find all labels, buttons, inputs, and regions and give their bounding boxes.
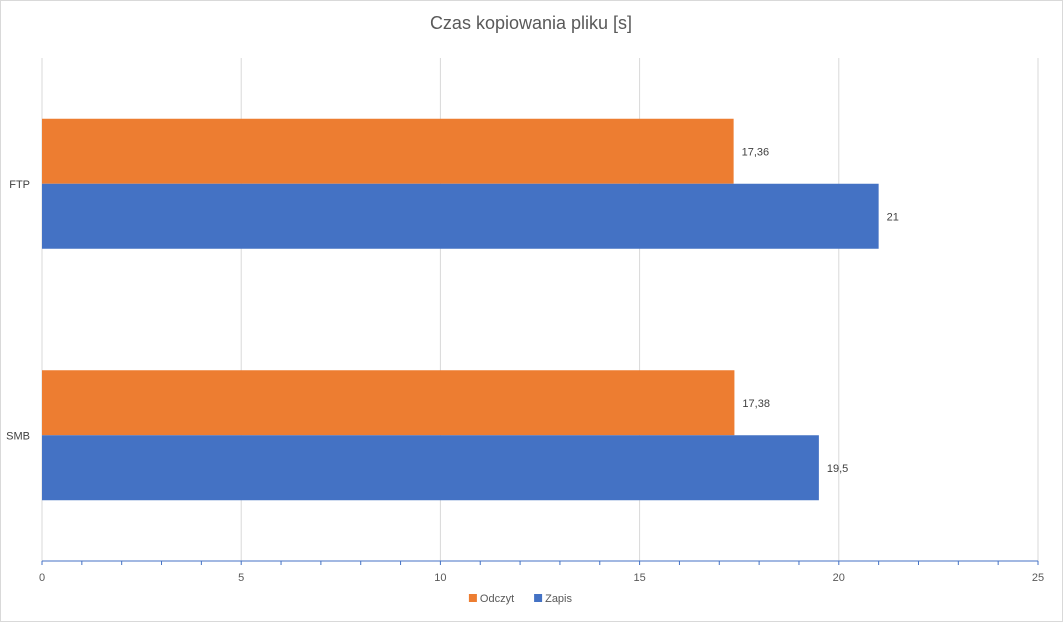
legend-item-zapis: Zapis [534, 593, 572, 605]
legend-label: Zapis [545, 593, 572, 605]
data-labels: 17,36 21 17,38 19,5 [742, 146, 899, 475]
bar-zapis-smb [42, 435, 819, 501]
bar-zapis-ftp [42, 183, 879, 249]
y-axis-categories: FTP SMB [6, 179, 30, 443]
x-tick-label: 20 [833, 572, 845, 584]
x-tick-label: 15 [633, 572, 645, 584]
legend-label: Odczyt [480, 593, 514, 605]
data-label: 19,5 [827, 463, 848, 475]
legend-item-odczyt: Odczyt [468, 593, 514, 605]
x-tick-label: 10 [434, 572, 446, 584]
legend-swatch [534, 594, 543, 602]
legend-swatch [468, 594, 477, 602]
bar-odczyt-smb [42, 370, 735, 436]
data-label: 17,36 [742, 146, 770, 158]
bars [42, 118, 879, 501]
bar-odczyt-ftp [42, 118, 734, 184]
chart-title: Czas kopiowania pliku [s] [430, 13, 632, 33]
x-tick-label: 5 [238, 572, 244, 584]
category-label: SMB [6, 430, 30, 442]
legend: Odczyt Zapis [468, 593, 572, 605]
x-tick-label: 25 [1032, 572, 1044, 584]
x-tick-label: 0 [39, 572, 45, 584]
data-label: 21 [887, 211, 899, 223]
data-label: 17,38 [742, 398, 770, 410]
category-label: FTP [9, 179, 30, 191]
x-axis: 0 5 10 15 20 25 [39, 560, 1044, 584]
